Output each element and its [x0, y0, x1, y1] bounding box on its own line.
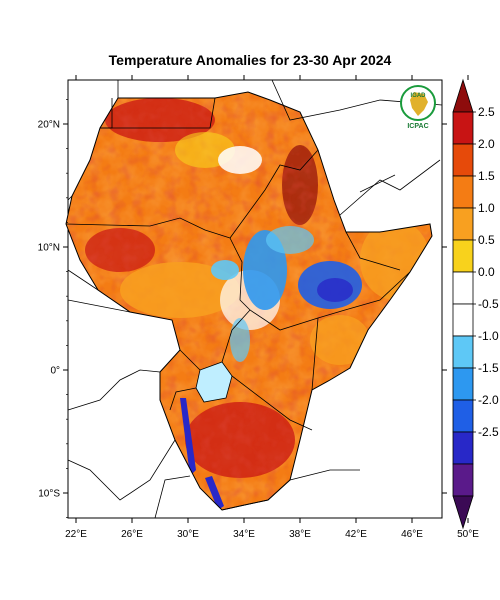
colorbar-label: -2.5 [478, 425, 499, 439]
colorbar-label: 1.5 [478, 169, 495, 183]
colorbar-label: 1.0 [478, 201, 495, 215]
border-malawi [154, 475, 191, 519]
border-chad-west [67, 195, 73, 201]
igad-icpac-logo: IGAD ICPAC [400, 85, 436, 130]
border-ethiopia-south [229, 237, 411, 331]
border-mozambique [221, 469, 360, 511]
colorbar-label: -1.0 [478, 329, 499, 343]
border-yemen-inner [359, 174, 396, 193]
warm-belt-south-sudan [120, 262, 240, 318]
border-rwanda-burundi [169, 387, 197, 411]
colorbar-label: -2.0 [478, 393, 499, 407]
cool-rift [230, 318, 250, 362]
border-zambia [67, 439, 176, 501]
border-uganda-east [221, 309, 251, 363]
map-title: Temperature Anomalies for 23-30 Apr 2024 [108, 52, 392, 68]
colorbar-swatch [452, 335, 474, 369]
country-borders [65, 79, 443, 519]
border-kenya-somalia [311, 317, 319, 391]
border-kenya-tanzania [231, 375, 313, 431]
region-outline [65, 91, 433, 511]
lon-tick-label: 22°E [65, 529, 87, 540]
colorbar-top-triangle [452, 78, 474, 113]
lon-tick-label: 26°E [121, 529, 143, 540]
cool-core [317, 278, 353, 302]
lon-tick-label: 38°E [289, 529, 311, 540]
colorbar-swatch [452, 303, 474, 337]
lat-tick-label: 20°N [38, 120, 60, 131]
colorbar-label: -1.5 [478, 361, 499, 375]
border-sudan-south [65, 217, 231, 239]
lon-tick-label: 34°E [233, 529, 255, 540]
colorbar-swatch [452, 175, 474, 209]
border-eritrea [229, 149, 319, 239]
lat-tick-label: 10°N [38, 243, 60, 254]
colorbar-label: 2.0 [478, 137, 495, 151]
logo-top-text: IGAD [411, 93, 427, 99]
colorbar-swatch [452, 143, 474, 177]
border-egypt-sudan [100, 97, 216, 129]
lake-malawi [205, 476, 224, 510]
lat-tick-label: 0° [50, 366, 60, 377]
colorbar-swatch [452, 207, 474, 241]
lon-tick-label: 50°E [457, 529, 479, 540]
logo-bottom-text: ICPAC [407, 123, 428, 130]
border-chad-car [67, 269, 99, 291]
colorbar-swatch [452, 367, 474, 401]
border-djibouti-somalia [345, 231, 401, 271]
colorbar-swatch [452, 271, 474, 305]
border-uganda-west [179, 349, 201, 371]
colorbar-swatch [452, 399, 474, 433]
border-drc [67, 369, 161, 411]
colorbar-label: 0.5 [478, 233, 495, 247]
axis-ticks: 20°N 10°N 0° 10°S 22°E 26°E 30°E 34°E 38°E 42°E 46… [38, 75, 479, 540]
border-car [67, 299, 131, 313]
colorbar: 2.5 2.0 1.5 1.0 0.5 0.0 -0.5 -1.0 -1.5 -2.0 -2.5 [452, 78, 499, 530]
warm-kenya [310, 315, 370, 365]
lon-tick-label: 46°E [401, 529, 423, 540]
colorbar-label: 2.5 [478, 105, 495, 119]
lon-tick-label: 30°E [177, 529, 199, 540]
coast-yemen [339, 159, 441, 216]
lat-tick-label: 10°S [38, 489, 60, 500]
colorbar-swatch [452, 239, 474, 273]
colorbar-label: 0.0 [478, 265, 495, 279]
neutral-patch-sudan [218, 146, 262, 174]
lake-tanganyika [180, 398, 196, 476]
colorbar-swatch [452, 431, 474, 465]
colorbar-swatch [452, 111, 474, 145]
cool-highlands [266, 226, 314, 254]
colorbar-label: -0.5 [478, 297, 499, 311]
lon-tick-label: 42°E [345, 529, 367, 540]
logo-africa-shape [410, 92, 428, 116]
cool-patch-west [211, 260, 239, 280]
colorbar-bottom-triangle [452, 495, 474, 530]
colorbar-swatch [452, 463, 474, 497]
